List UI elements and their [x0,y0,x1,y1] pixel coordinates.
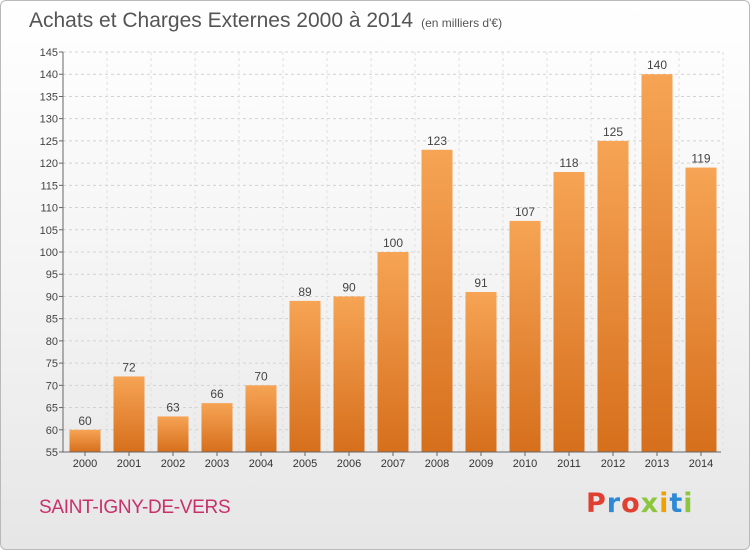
y-tick-label: 105 [40,225,58,237]
bar-value-label: 70 [254,369,268,383]
bar-value-label: 63 [166,400,180,414]
bar-2007 [377,252,409,452]
bar-2001 [113,376,145,452]
chart-subtitle: (en milliers d'€) [421,16,503,30]
y-tick-label: 85 [46,314,58,326]
logo-letter: t [669,488,684,519]
logo-letter: i [683,488,694,519]
x-tick-label: 2000 [73,458,97,470]
bar-value-label: 123 [427,134,447,148]
y-tick-label: 55 [46,447,58,459]
y-tick-label: 130 [40,114,58,126]
bar-value-label: 89 [298,285,312,299]
bar-2012 [597,140,629,452]
logo-letter: r [606,488,622,519]
bar-2013 [641,74,673,452]
y-tick-label: 75 [46,358,58,370]
x-tick-label: 2011 [557,458,581,470]
bar-value-label: 118 [559,156,578,170]
x-tick-label: 2006 [337,458,361,470]
y-tick-label: 65 [46,403,58,415]
bar-2002 [157,416,189,452]
bar-2008 [421,149,453,452]
bar-value-label: 100 [383,236,403,250]
bar-2010 [509,220,541,452]
bar-value-label: 72 [122,360,136,374]
bar-2011 [553,172,585,452]
bar-value-label: 91 [474,276,488,290]
y-tick-label: 145 [40,47,58,59]
chart-title: Achats et Charges Externes 2000 à 2014 (e… [29,9,502,33]
labels: 55 60 65 70 75 80 85 90 95 100 105 110 115 120 125 130 1… [40,47,714,470]
logo-letter: x [640,488,660,519]
y-tick-label: 140 [40,69,58,81]
x-tick-label: 2008 [425,458,449,470]
y-tick-label: 110 [40,203,58,215]
bar-2000 [69,429,101,452]
x-tick-label: 2013 [645,458,669,470]
bar-value-label: 107 [515,205,535,219]
y-tick-label: 135 [40,91,58,103]
x-tick-label: 2009 [469,458,493,470]
x-tick-label: 2001 [117,458,141,470]
bar-2005 [289,300,321,452]
bar-value-label: 125 [603,125,623,139]
logo-letter: o [621,488,641,519]
bar-value-label: 90 [342,280,356,294]
bar-2003 [201,403,233,452]
x-tick-label: 2012 [601,458,625,470]
y-tick-label: 95 [46,269,58,281]
y-tick-label: 125 [40,136,58,148]
chart-title-text: Achats et Charges Externes 2000 à 2014 [29,9,414,32]
commune-name: SAINT-IGNY-DE-VERS [39,497,231,518]
bar-2004 [245,385,277,452]
y-tick-label: 80 [46,336,58,348]
y-tick-label: 70 [46,380,58,392]
bar-2014 [685,167,717,453]
proxiti-logo: Proxiti [586,488,694,519]
bar-2009 [465,292,497,452]
x-tick-label: 2002 [161,458,185,470]
x-tick-label: 2010 [513,458,537,470]
bar-value-label: 140 [647,58,667,72]
bar-value-label: 60 [78,414,92,428]
y-tick-label: 115 [40,180,58,192]
bars [69,74,717,453]
axes [59,51,721,456]
logo-letter: i [659,488,670,519]
y-tick-label: 120 [40,158,58,170]
x-tick-label: 2014 [689,458,713,470]
bar-value-label: 119 [691,152,710,166]
x-tick-label: 2007 [381,458,405,470]
y-tick-label: 60 [46,425,58,437]
x-tick-label: 2003 [205,458,229,470]
bar-2006 [333,296,365,452]
y-tick-label: 100 [40,247,58,259]
bar-value-label: 66 [210,387,224,401]
y-tick-label: 90 [46,291,58,303]
x-tick-label: 2004 [249,458,273,470]
logo-letter: P [586,488,607,519]
x-tick-label: 2005 [293,458,317,470]
